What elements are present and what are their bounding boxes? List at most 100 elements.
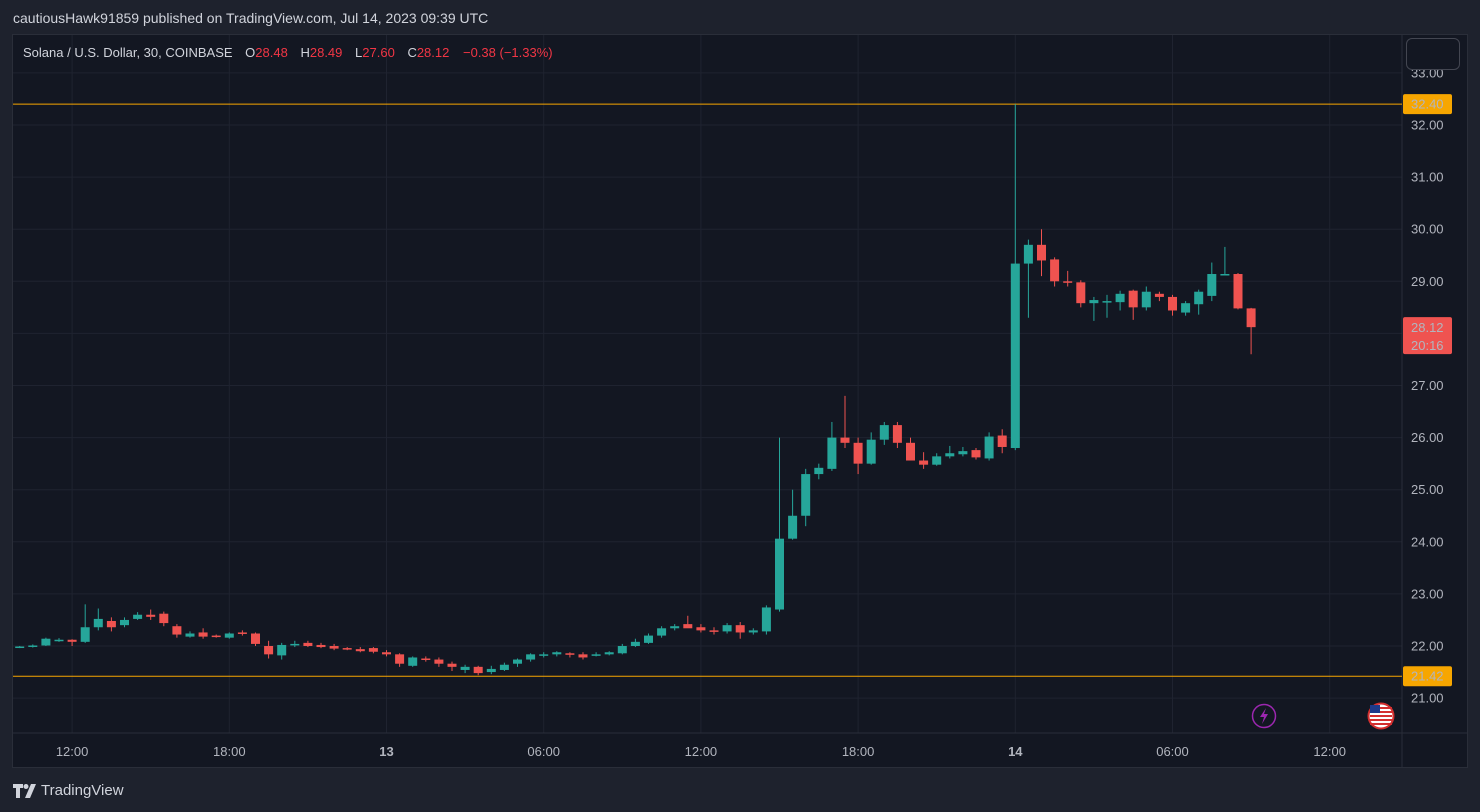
candle-body [1168,296,1177,311]
candle [879,421,889,445]
x-tick-label: 18:00 [842,744,875,759]
candle [329,643,339,651]
candle-body [237,632,247,634]
candle-body [290,643,300,646]
candle-body [172,626,182,635]
candle [1037,229,1046,277]
candle [67,639,77,646]
candle [906,437,915,461]
candle-body [945,453,955,457]
horizontal-line-price-label: 32.40 [1411,97,1444,112]
candle-body [591,654,601,656]
candle [984,432,994,461]
candle [578,652,588,660]
candle [997,429,1007,454]
candle [617,643,627,655]
horizontal-line-price-label: 21.42 [1411,669,1444,684]
candle [41,637,51,646]
legend-change: −0.38 (−1.33%) [463,45,553,60]
candle-body [211,635,221,638]
candle-body [368,648,378,652]
candle [1194,289,1204,315]
candle-body [565,653,575,655]
x-tick-label: 12:00 [1313,744,1346,759]
candle [1050,257,1060,287]
candle [1181,301,1191,316]
legend-high-label: H [300,45,310,60]
footer-brand[interactable]: TradingView [13,782,124,799]
y-tick-label: 27.00 [1411,378,1444,393]
candle-body [15,646,25,649]
us-flag-icon[interactable] [1367,702,1395,730]
candle [761,605,771,635]
candle [28,644,38,648]
candle [499,662,509,672]
candle [670,624,680,631]
x-tick-label: 18:00 [213,744,246,759]
candle-body [486,668,496,673]
legend-low-value: 27.60 [362,45,395,60]
candle-body [735,625,745,633]
candle-body [748,630,758,633]
candle-body [958,451,968,455]
candle-body [1141,291,1151,308]
candle-body [395,654,405,664]
candle [958,446,968,457]
candle [146,609,156,620]
last-price-tag [1403,317,1452,355]
candle-body [1076,282,1086,304]
candle-body [224,633,234,638]
candle-body [604,652,614,655]
y-tick-label: 25.00 [1411,482,1444,497]
candle-body [853,442,863,464]
candle [159,611,169,627]
candle-body [251,633,260,644]
candle-body [971,450,981,458]
x-tick-label: 14 [1008,744,1023,759]
top-right-control[interactable] [1406,38,1460,70]
candle [722,623,732,634]
candle-body [1220,274,1230,276]
candle [1076,280,1086,308]
candle-body [329,646,339,649]
candle [1168,294,1177,316]
candle [630,638,640,648]
candle-body [840,437,850,443]
tradingview-logo-icon [13,783,36,798]
y-tick-label: 30.00 [1411,222,1444,237]
y-tick-label: 23.00 [1411,586,1444,601]
candle-body [788,515,798,539]
legend-open-value: 28.48 [255,45,288,60]
candle-body [906,442,915,461]
candle-body [513,659,522,664]
candle [1220,246,1230,276]
candle-body [133,614,143,619]
candle [539,652,549,658]
candle [840,395,850,449]
candle-body [264,646,274,655]
candle-body [1037,244,1046,261]
candle [971,448,981,460]
candle-body [434,659,444,664]
candle-body [866,439,876,464]
candle [106,617,116,632]
candle-body [617,646,627,654]
candle [1115,290,1125,311]
candle-body [146,614,156,617]
lightning-icon[interactable] [1251,703,1277,729]
candle-body [997,435,1007,447]
candle-body [1154,293,1164,297]
candle [1246,307,1256,355]
candle [1128,289,1138,320]
candle-body [919,460,929,465]
candle [1023,239,1033,318]
y-tick-label: 26.00 [1411,430,1444,445]
candle-body [1102,301,1112,303]
candle [1102,294,1112,318]
horizontal-line-price-tag [1403,94,1452,115]
candle-body [277,644,287,656]
candle-body [1128,290,1138,308]
candle-body [54,639,64,642]
candle [290,640,300,648]
